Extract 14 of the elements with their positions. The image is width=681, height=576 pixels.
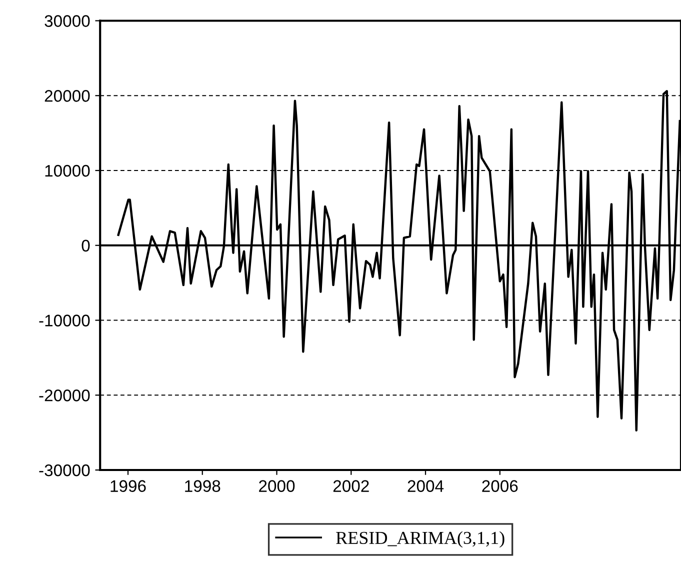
x-tick-label: 1996 [110,480,146,492]
x-tick-label: 1998 [185,480,220,492]
x-tick-label: 2004 [408,480,444,492]
y-tick-label: -30000 [39,464,90,476]
y-tick-label: -20000 [39,390,90,402]
legend-label: RESID_ARIMA(3,1,1) [336,531,504,548]
y-tick-label: 20000 [44,90,90,102]
y-tick-label: 10000 [45,164,90,177]
y-tick-label: 30000 [44,15,90,27]
x-tick-label: 2000 [259,480,295,492]
y-tick-label: -10000 [39,314,90,326]
x-tick-label: 2006 [482,480,518,492]
x-tick-label: 2002 [333,480,369,492]
y-tick-label: 0 [82,240,90,252]
